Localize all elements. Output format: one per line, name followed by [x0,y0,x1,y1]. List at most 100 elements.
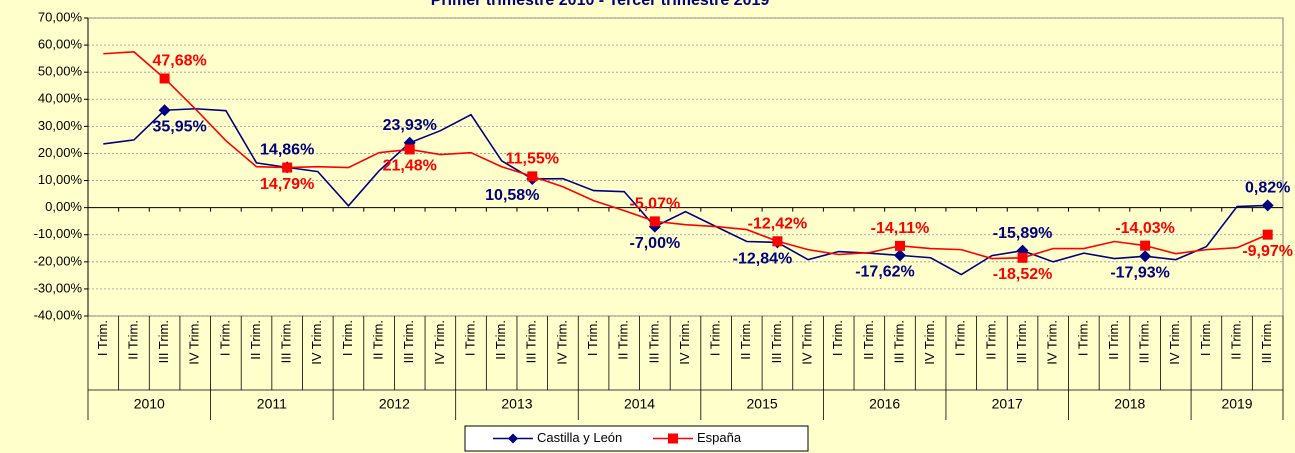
x-tick-label: III Trim. [156,320,171,363]
data-label: 35,95% [152,118,206,135]
data-label: -18,52% [993,266,1053,283]
data-label: 21,48% [383,158,437,175]
year-label: 2016 [869,396,900,412]
point-marker [527,171,538,182]
data-label: -17,62% [855,264,915,281]
data-label: 11,55% [506,151,559,168]
series-line [103,107,1268,276]
year-label: 2018 [1114,396,1145,412]
point-marker [404,144,415,155]
x-tick-label: III Trim. [646,320,661,363]
data-label: -12,42% [748,216,808,233]
data-label: 47,68% [152,53,206,70]
x-tick-label: I Trim. [95,320,110,356]
x-tick-label: II Trim. [248,320,263,360]
y-tick-label: 60,00% [38,37,83,52]
legend-marker [668,433,678,444]
year-label: 2019 [1221,396,1252,412]
x-tick-label: IV Trim. [554,320,569,365]
y-tick-label: -10,00% [34,226,83,241]
year-label: 2011 [257,396,287,412]
legend-label: España [697,430,742,445]
x-tick-label: III Trim. [891,320,906,363]
x-tick-label: I Trim. [1198,320,1213,356]
point-marker [1140,240,1151,251]
point-marker [282,162,293,173]
point-marker [1261,199,1274,212]
point-marker [894,240,905,251]
x-tick-label: II Trim. [983,320,998,360]
x-tick-label: IV Trim. [677,320,692,365]
x-tick-label: II Trim. [738,320,753,360]
x-tick-label: I Trim. [953,320,968,356]
data-label: -12,84% [733,251,793,268]
x-tick-label: IV Trim. [309,320,324,365]
x-tick-label: IV Trim. [1045,320,1060,365]
x-tick-label: III Trim. [401,320,416,363]
data-label: -7,00% [630,235,681,252]
x-tick-label: II Trim. [616,320,631,360]
y-tick-label: 0,00% [45,199,82,214]
data-label: 10,58% [485,187,539,204]
x-tick-label: IV Trim. [922,320,937,365]
data-label: 14,79% [260,176,314,193]
point-marker [1139,250,1152,263]
x-tick-label: I Trim. [340,320,355,356]
y-tick-label: 40,00% [38,91,83,106]
x-tick-label: II Trim. [1228,320,1243,360]
y-tick-label: 50,00% [38,64,83,79]
year-label: 2012 [379,396,410,412]
x-tick-label: IV Trim. [800,320,815,365]
x-tick-label: IV Trim. [432,320,447,365]
point-marker [893,249,906,262]
x-tick-label: II Trim. [125,320,140,360]
x-tick-label: II Trim. [493,320,508,360]
y-tick-label: 20,00% [38,145,83,160]
y-tick-label: -20,00% [34,253,83,268]
x-tick-label: I Trim. [708,320,723,356]
year-label: 2010 [134,396,165,412]
data-label: -14,03% [1115,220,1175,237]
data-label: -15,89% [993,225,1053,242]
year-label: 2015 [747,396,778,412]
x-tick-label: IV Trim. [1167,320,1182,365]
y-tick-label: -40,00% [34,307,83,322]
x-tick-label: IV Trim. [187,320,202,365]
series-line [103,51,1268,260]
y-tick-label: 70,00% [38,9,83,24]
legend-label: Castilla y León [537,430,622,445]
point-marker [159,73,170,84]
x-tick-label: I Trim. [462,320,477,356]
y-tick-label: 30,00% [38,118,83,133]
year-label: 2017 [992,396,1023,412]
chart-title: Primer trimestre 2010 - Tercer trimestre… [431,0,770,9]
point-marker [649,216,660,227]
year-label: 2014 [624,396,655,412]
point-marker [1262,229,1273,240]
data-label: 0,82% [1245,180,1290,197]
x-tick-label: II Trim. [861,320,876,360]
x-tick-label: III Trim. [769,320,784,363]
x-tick-label: III Trim. [1014,320,1029,363]
point-marker [772,236,783,247]
data-label: -5,07% [630,196,681,213]
x-tick-label: III Trim. [1137,320,1152,363]
y-tick-label: -30,00% [34,280,83,295]
point-marker [1017,252,1028,263]
year-label: 2013 [501,396,532,412]
legend-marker [508,433,518,444]
x-tick-label: I Trim. [830,320,845,356]
data-label: -9,97% [1242,243,1293,260]
data-label: 23,93% [383,117,437,134]
data-label: -17,93% [1110,264,1170,281]
x-tick-label: III Trim. [1259,320,1274,363]
x-tick-label: II Trim. [371,320,386,360]
data-label: -14,11% [871,220,930,237]
y-tick-label: 10,00% [38,172,83,187]
x-tick-label: II Trim. [1106,320,1121,360]
x-tick-label: I Trim. [585,320,600,356]
point-marker [158,104,171,117]
x-tick-label: III Trim. [524,320,539,363]
x-tick-label: III Trim. [279,320,294,363]
